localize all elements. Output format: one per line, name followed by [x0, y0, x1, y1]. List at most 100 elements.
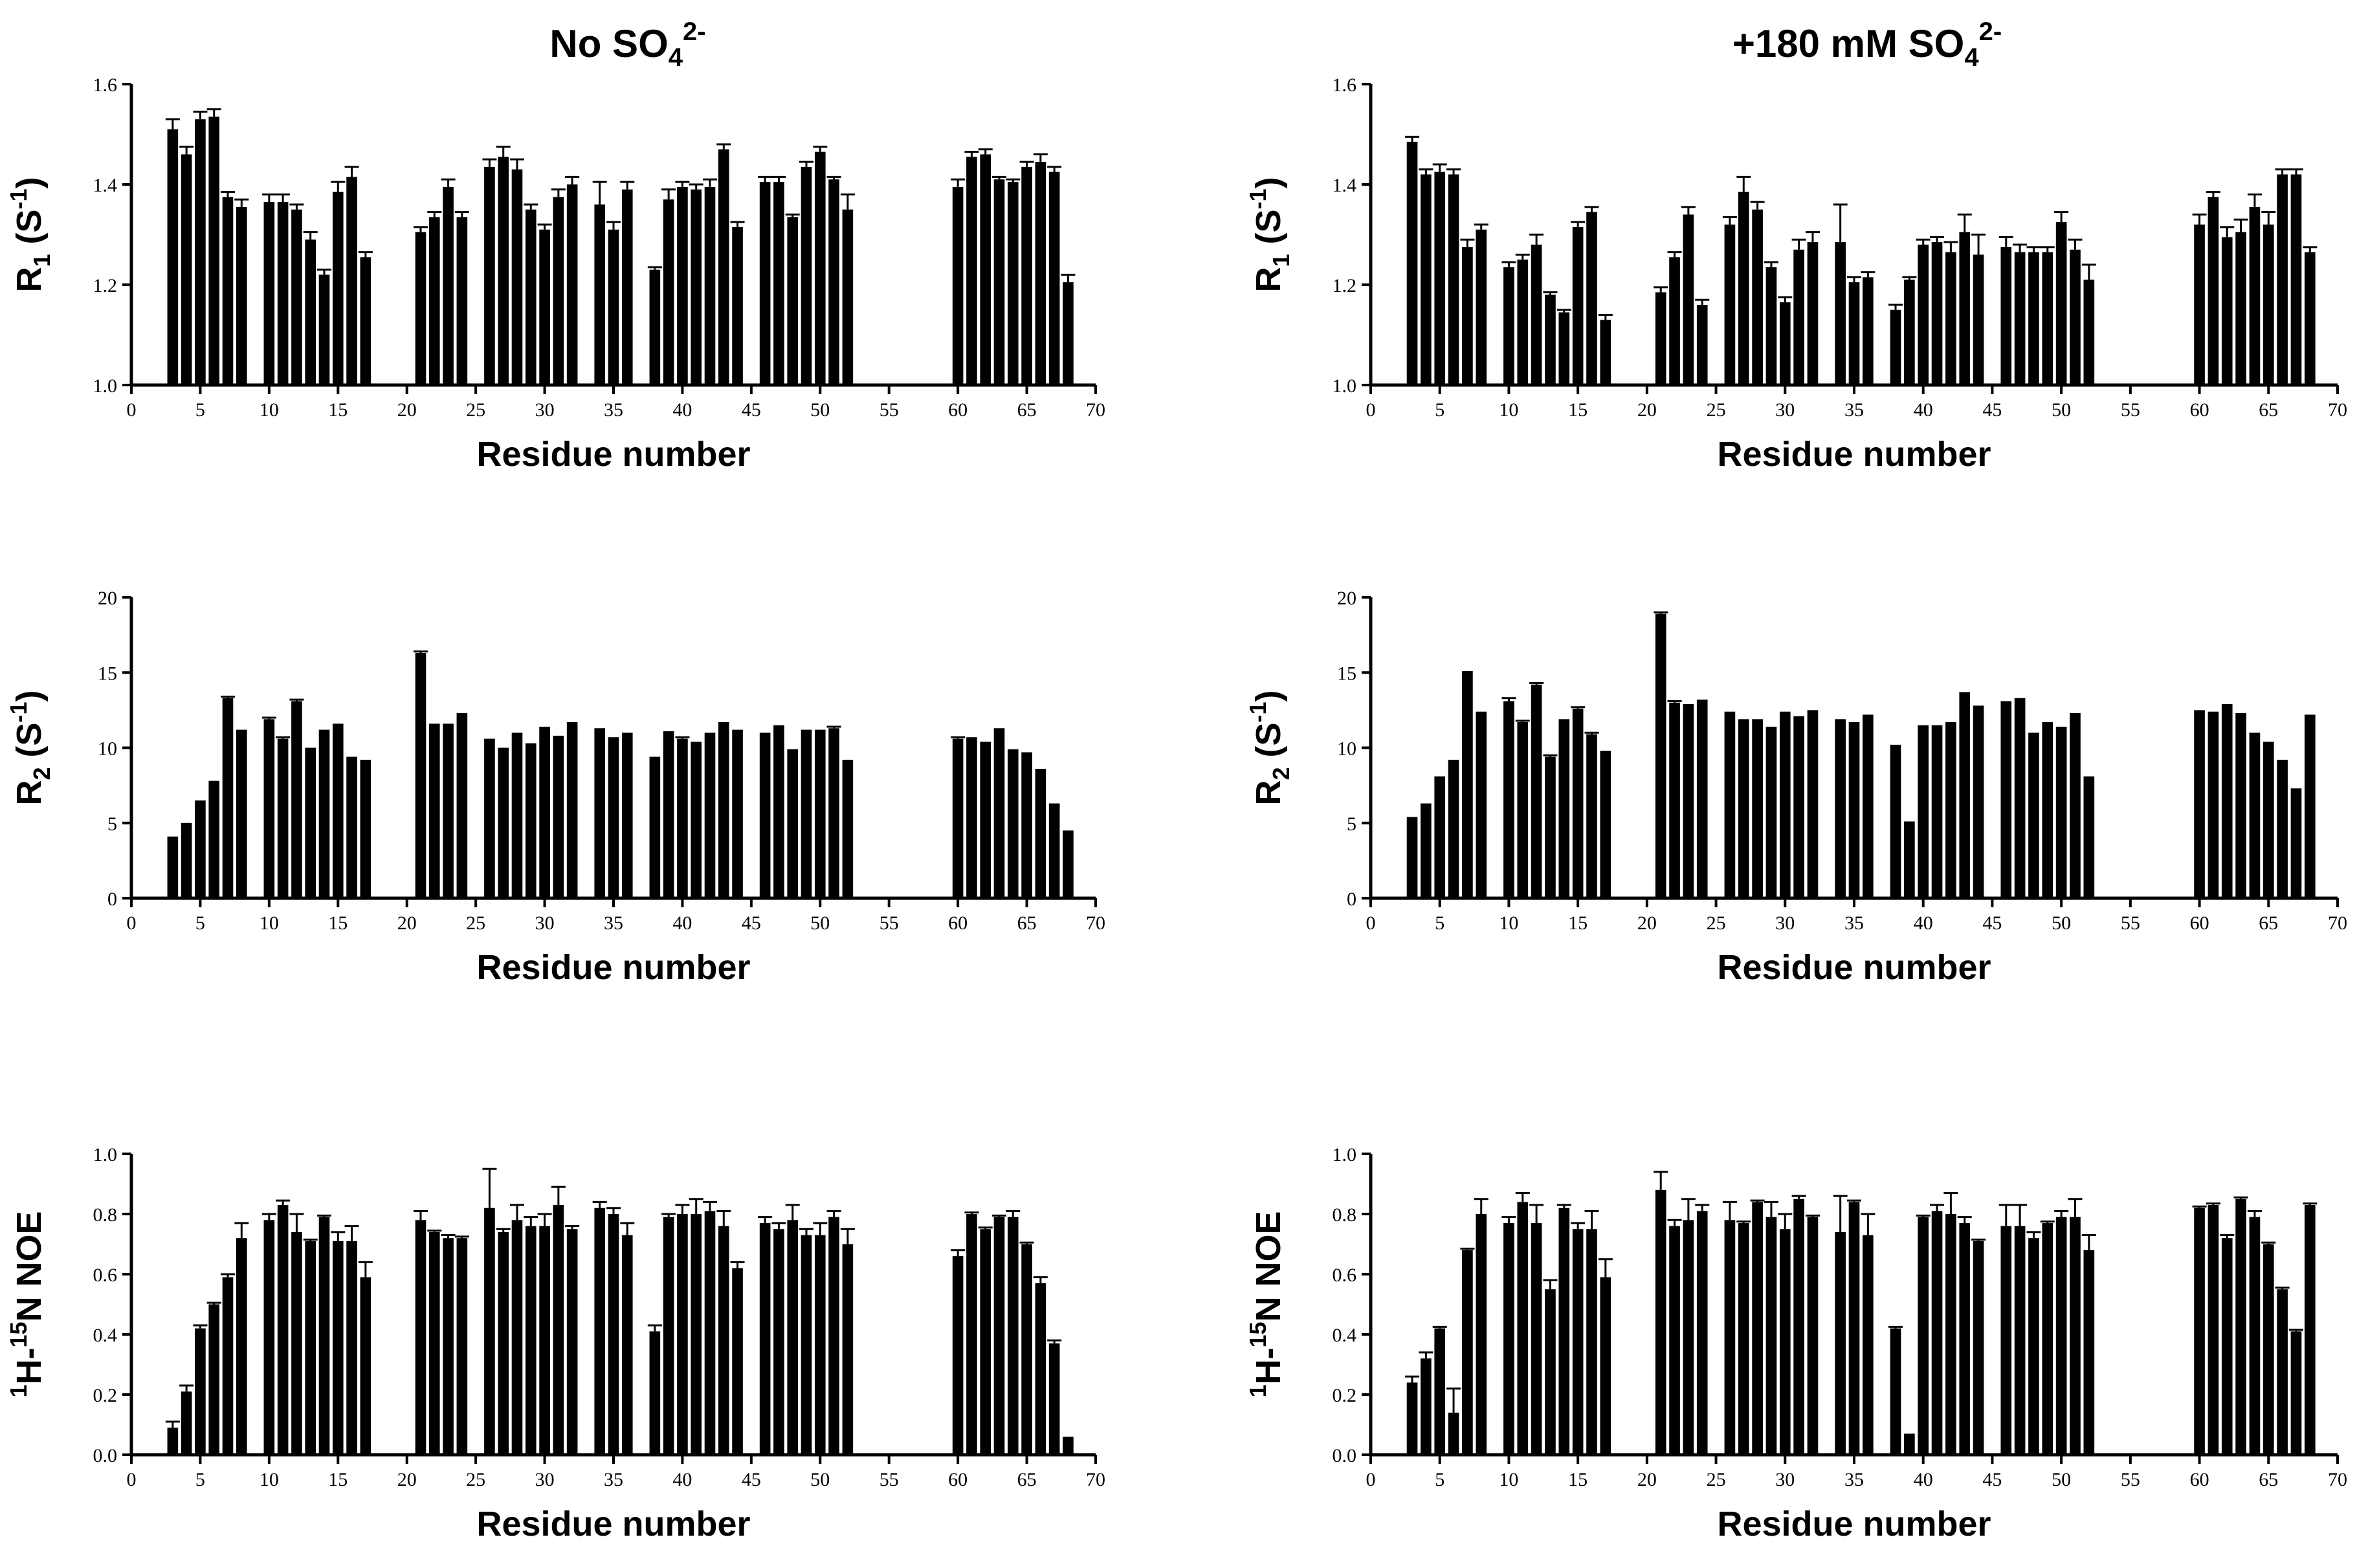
- bar-residue-35: [608, 1214, 619, 1455]
- x-tick-label: 20: [397, 1469, 417, 1490]
- bar-residue-26: [1724, 225, 1736, 385]
- bar-residue-46: [759, 1222, 771, 1455]
- bar-residue-26: [484, 738, 495, 898]
- bar-residue-38: [1890, 744, 1901, 898]
- bar-residue-50: [814, 729, 826, 898]
- x-tick-label: 20: [1637, 399, 1657, 421]
- bar-residue-34: [594, 728, 606, 898]
- bar-residue-11: [277, 1205, 289, 1455]
- x-axis-label: Residue number: [476, 435, 750, 474]
- bar-residue-5: [1434, 171, 1446, 385]
- bar-residue-42: [1945, 1214, 1956, 1455]
- bar-residue-41: [1931, 725, 1943, 898]
- y-label-sub: 2: [28, 767, 55, 780]
- bar-residue-24: [1696, 700, 1708, 898]
- bar-residue-48: [787, 749, 799, 898]
- bar-residue-26: [1724, 711, 1736, 898]
- y-tick-label: 1.2: [1333, 275, 1357, 296]
- x-axis-label: Residue number: [476, 948, 750, 987]
- y-tick-label: 10: [98, 738, 117, 760]
- chart-r1-no-sulfate: 0 5 10 15 20 25 30 35 40 45 50 55 60 65 70 1.0 1.2 1.4 1.6…: [5, 74, 1105, 474]
- x-axis-label: Residue number: [1717, 948, 1991, 987]
- bar-residue-3: [167, 129, 179, 385]
- x-tick-label: 35: [1844, 912, 1864, 934]
- y-tick-label: 10: [1337, 738, 1356, 760]
- bar-residue-47: [773, 182, 784, 385]
- bar-residue-52: [842, 760, 854, 898]
- x-tick-label: 60: [2190, 399, 2209, 421]
- y-tick-label: 0.4: [1333, 1325, 1357, 1346]
- y-tick-label: 0.6: [1333, 1264, 1357, 1286]
- x-tick-label: 10: [260, 1469, 279, 1490]
- bar-residue-22: [428, 1231, 440, 1455]
- x-tick-label: 30: [535, 912, 555, 934]
- x-tick-label: 20: [1637, 1469, 1657, 1490]
- x-tick-label: 40: [1914, 912, 1933, 934]
- bar-residue-4: [181, 823, 192, 898]
- y-label-sub: 1: [28, 254, 55, 267]
- bar-residue-36: [1863, 714, 1874, 898]
- bar-residue-66: [2277, 174, 2288, 385]
- bar-residue-64: [1007, 749, 1019, 898]
- x-tick-label: 10: [1499, 399, 1518, 421]
- y-tick-label: 1.0: [1333, 1144, 1357, 1165]
- bar-residue-67: [1048, 171, 1060, 385]
- bar-residue-29: [1765, 267, 1777, 385]
- x-tick-label: 60: [2190, 912, 2209, 934]
- y-label-part1: H-: [10, 1348, 49, 1385]
- x-tick-label: 35: [1844, 399, 1864, 421]
- y-tick-label: 0: [107, 889, 117, 910]
- y-label-sup1: 1: [1245, 1385, 1271, 1398]
- bar-residue-41: [1931, 242, 1943, 385]
- bar-residue-8: [236, 729, 247, 898]
- bar-residue-40: [677, 738, 688, 898]
- bar-residue-60: [952, 1256, 964, 1455]
- bar-residue-24: [1696, 305, 1708, 385]
- bar-residue-47: [2014, 698, 2026, 898]
- bar-residue-42: [704, 1211, 716, 1455]
- y-tick-label: 5: [107, 813, 117, 835]
- x-tick-label: 40: [672, 1469, 692, 1490]
- bar-residue-11: [277, 202, 289, 385]
- x-tick-label: 5: [1435, 912, 1444, 934]
- bar-residue-31: [1793, 249, 1804, 385]
- bar-residue-50: [814, 151, 826, 385]
- bar-residue-5: [195, 1328, 206, 1455]
- bar-residue-61: [2208, 1205, 2219, 1455]
- bar-residue-44: [1973, 254, 1984, 385]
- bar-residue-49: [2042, 722, 2053, 898]
- bar-residue-6: [208, 780, 220, 898]
- y-label-sup2: 15: [5, 1321, 32, 1347]
- bar-residue-3: [167, 1428, 179, 1455]
- bar-residue-15: [1572, 226, 1584, 385]
- bar-residue-67: [1048, 803, 1060, 898]
- bar-residue-22: [1669, 1226, 1680, 1455]
- bar-residue-66: [1035, 769, 1046, 898]
- bar-residue-31: [553, 1205, 564, 1455]
- x-tick-label: 0: [127, 1469, 137, 1490]
- y-tick-label: 1.0: [93, 375, 118, 397]
- y-label-sup1: 1: [5, 1385, 32, 1398]
- bar-residue-38: [1890, 309, 1901, 385]
- bar-residue-41: [1931, 1211, 1943, 1455]
- chart-r2-sulfate: 0 5 10 15 20 25 30 35 40 45 50 55 60 65 70 0 5 10 15 20 Resi…: [1245, 588, 2347, 987]
- bar-residue-49: [801, 166, 812, 385]
- x-tick-label: 50: [2052, 1469, 2071, 1490]
- bar-residue-27: [498, 747, 509, 898]
- bar-residue-34: [1835, 719, 1846, 898]
- x-tick-label: 45: [1982, 912, 2002, 934]
- bar-residue-63: [2235, 232, 2246, 385]
- y-tick-label: 0.0: [93, 1445, 118, 1466]
- bar-residue-66: [1035, 1283, 1046, 1455]
- bar-residue-26: [484, 1208, 495, 1455]
- bar-residue-51: [828, 179, 839, 385]
- bar-residue-23: [1683, 1220, 1694, 1455]
- x-tick-label: 5: [195, 912, 205, 934]
- x-tick-label: 5: [1435, 1469, 1444, 1490]
- bar-residue-60: [952, 738, 964, 898]
- chart-r1-sulfate: 0 5 10 15 20 25 30 35 40 45 50 55 60 65 70 1.0 1.2 1.4 1.6…: [1245, 74, 2347, 474]
- bar-residue-40: [1918, 245, 1929, 385]
- chart-noe-sulfate: 0 5 10 15 20 25 30 35 40 45 50 55 60 65 70 0.0 0.2 0.4 0.6…: [1245, 1144, 2347, 1543]
- bar-residue-21: [415, 1220, 426, 1455]
- bar-residue-22: [1669, 702, 1680, 898]
